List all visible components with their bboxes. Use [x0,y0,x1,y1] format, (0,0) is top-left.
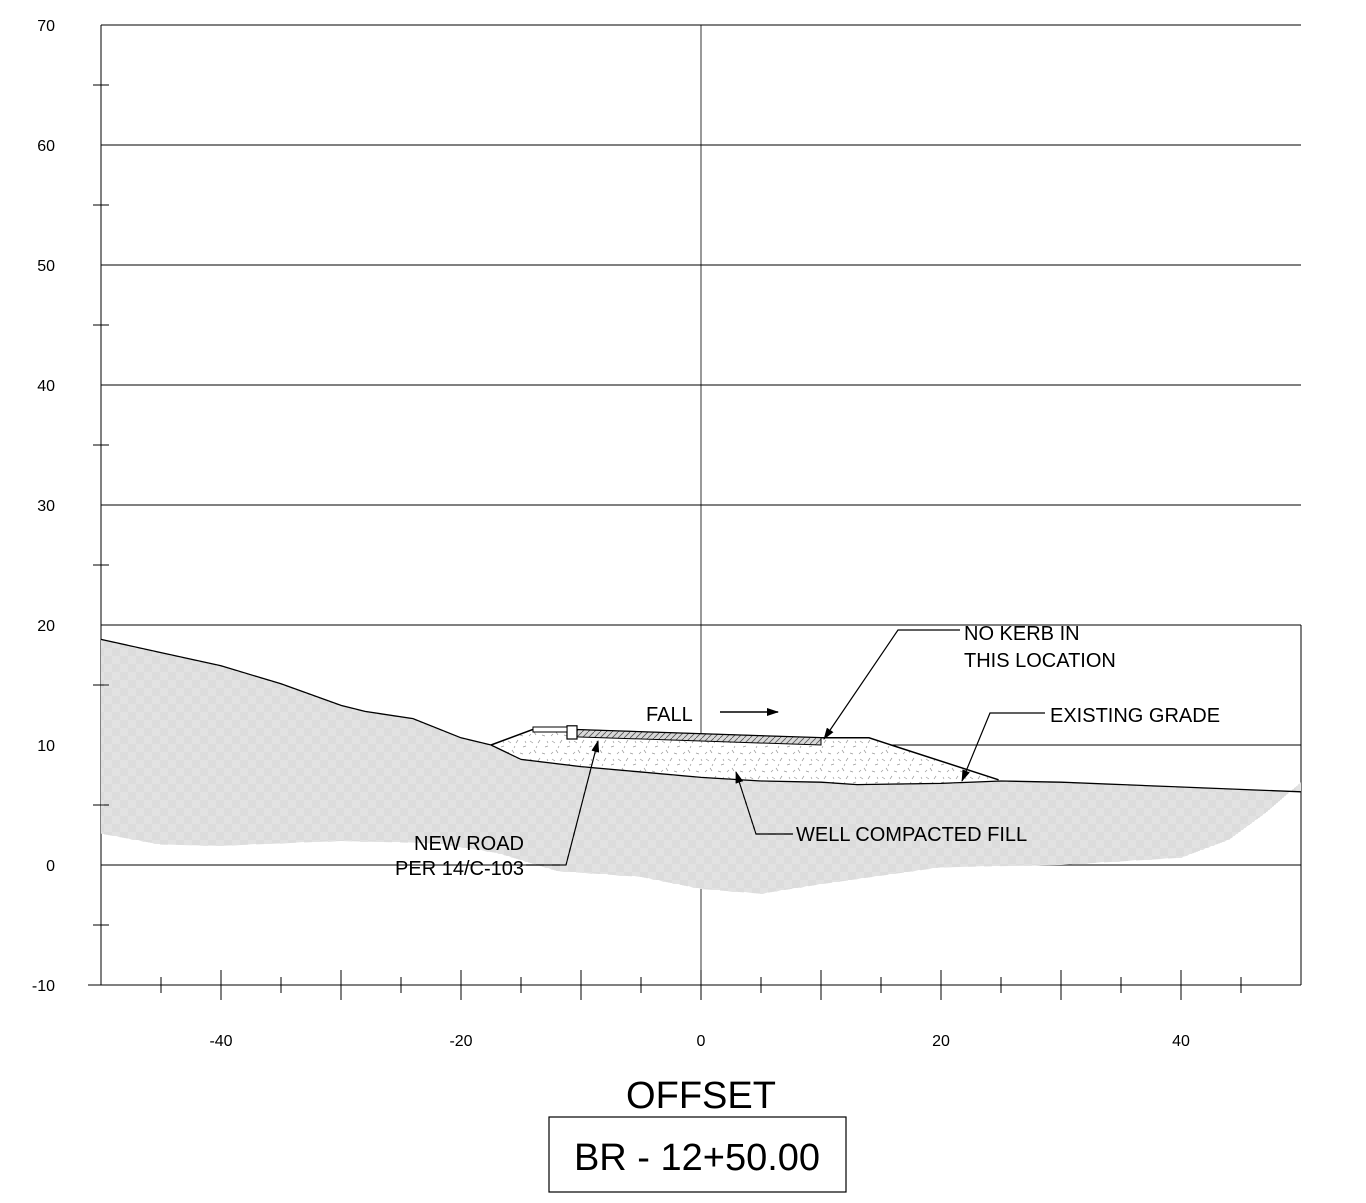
sidewalk-slab [532,726,568,733]
existing-grade-label: EXISTING GRADE [1050,705,1220,727]
new-road-leader [526,740,600,866]
annotations: FALL NO KERB IN THIS LOCATION EXISTING G… [395,623,1220,880]
y-tick-label: 50 [37,258,55,275]
fill-leader [735,771,793,835]
x-axis-title: OFFSET [626,1075,776,1117]
no-kerb-leader [823,629,960,740]
axis-ticks [88,84,1242,1000]
no-kerb-label-line-1: NO KERB IN [964,623,1080,645]
y-tick-label: 70 [37,18,55,35]
existing-ground-hatch [101,639,1301,894]
y-tick-label: 60 [37,138,55,155]
well-compacted-fill-label: WELL COMPACTED FILL [796,824,1027,846]
y-tick-label: 30 [37,498,55,515]
ground-section [101,639,1301,894]
existing-grade-leader [961,712,1045,782]
x-tick-label: 40 [1172,1033,1190,1050]
y-tick-label: -10 [32,978,55,995]
x-tick-label: -40 [209,1033,232,1050]
station-label: BR - 12+50.00 [574,1137,820,1179]
existing-grade-line [100,638,1302,793]
x-tick-label: 0 [697,1033,706,1050]
kerb [566,725,578,740]
y-tick-label: 10 [37,738,55,755]
new-road-label-line-2: PER 14/C-103 [395,858,524,880]
x-tick-label: -20 [449,1033,472,1050]
y-tick-label: 0 [46,858,55,875]
y-tick-label: 20 [37,618,55,635]
x-tick-label: 20 [932,1033,950,1050]
new-road-label-line-1: NEW ROAD [414,833,524,855]
station-box [548,1116,847,1193]
y-tick-label: 40 [37,378,55,395]
compacted-fill-area [491,729,999,785]
road-section [100,638,1302,793]
fall-label: FALL [646,704,693,726]
no-kerb-label-line-2: THIS LOCATION [964,650,1116,672]
tick-labels: -10 0 10 20 30 40 50 60 70 -40 -20 0 20 40 [32,18,1190,1050]
